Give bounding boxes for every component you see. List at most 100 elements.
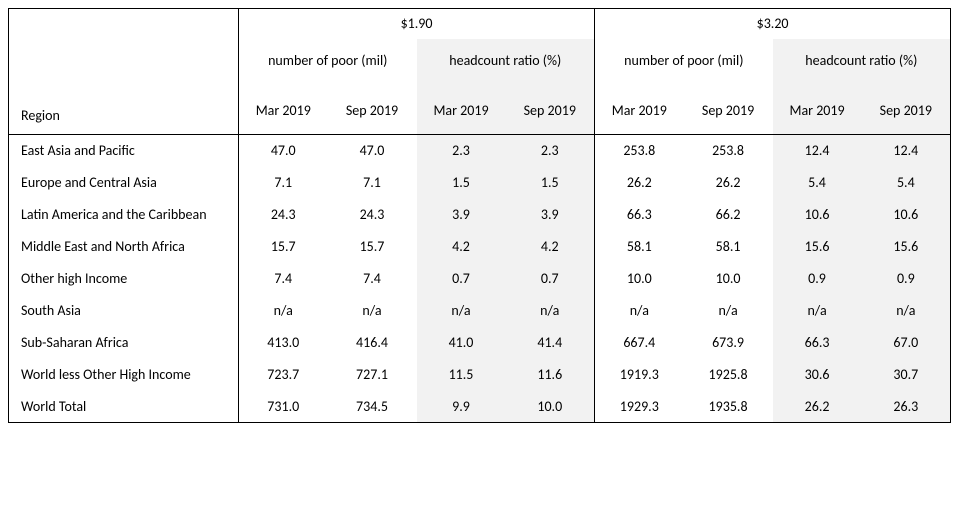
region-cell: World less Other High Income — [9, 359, 239, 391]
data-cell: 1929.3 — [595, 391, 684, 423]
data-cell: 66.3 — [773, 327, 862, 359]
period-header: Sep 2019 — [684, 83, 773, 135]
data-cell: 4.2 — [417, 231, 506, 263]
data-cell: n/a — [684, 295, 773, 327]
data-cell: 41.0 — [417, 327, 506, 359]
table-body: East Asia and Pacific47.047.02.32.3253.8… — [9, 135, 951, 423]
data-cell: 0.7 — [417, 263, 506, 295]
data-cell: 66.2 — [684, 199, 773, 231]
data-cell: 1925.8 — [684, 359, 773, 391]
data-cell: 66.3 — [595, 199, 684, 231]
data-cell: 26.2 — [595, 167, 684, 199]
table-row: East Asia and Pacific47.047.02.32.3253.8… — [9, 135, 951, 167]
data-cell: 7.1 — [328, 167, 417, 199]
table-row: Europe and Central Asia7.17.11.51.526.22… — [9, 167, 951, 199]
data-cell: n/a — [328, 295, 417, 327]
data-cell: 12.4 — [862, 135, 951, 167]
data-cell: 1935.8 — [684, 391, 773, 423]
data-cell: 1.5 — [506, 167, 595, 199]
region-cell: South Asia — [9, 295, 239, 327]
table-row: Middle East and North Africa15.715.74.24… — [9, 231, 951, 263]
period-header: Mar 2019 — [239, 83, 328, 135]
data-cell: 15.6 — [773, 231, 862, 263]
data-cell: 15.6 — [862, 231, 951, 263]
data-cell: 253.8 — [684, 135, 773, 167]
data-cell: n/a — [417, 295, 506, 327]
region-cell: Sub-Saharan Africa — [9, 327, 239, 359]
data-cell: 26.2 — [773, 391, 862, 423]
region-cell: Middle East and North Africa — [9, 231, 239, 263]
table-row: South Asian/an/an/an/an/an/an/an/a — [9, 295, 951, 327]
data-cell: 0.9 — [773, 263, 862, 295]
data-cell: 413.0 — [239, 327, 328, 359]
data-cell: 3.9 — [417, 199, 506, 231]
data-cell: 9.9 — [417, 391, 506, 423]
data-cell: 1919.3 — [595, 359, 684, 391]
data-cell: 26.2 — [684, 167, 773, 199]
data-cell: 58.1 — [595, 231, 684, 263]
data-cell: 26.3 — [862, 391, 951, 423]
data-cell: 5.4 — [862, 167, 951, 199]
data-cell: n/a — [239, 295, 328, 327]
region-cell: World Total — [9, 391, 239, 423]
data-cell: 0.9 — [862, 263, 951, 295]
metric-header: headcount ratio (%) — [417, 39, 595, 83]
data-cell: 416.4 — [328, 327, 417, 359]
data-cell: 24.3 — [328, 199, 417, 231]
table-row: Other high Income7.47.40.70.710.010.00.9… — [9, 263, 951, 295]
table-row: World Total731.0734.59.910.01929.31935.8… — [9, 391, 951, 423]
data-cell: n/a — [595, 295, 684, 327]
region-column-header: Region — [9, 83, 239, 135]
data-cell: 5.4 — [773, 167, 862, 199]
table-row: Sub-Saharan Africa413.0416.441.041.4667.… — [9, 327, 951, 359]
data-cell: 15.7 — [239, 231, 328, 263]
data-cell: 10.0 — [506, 391, 595, 423]
data-cell: 7.4 — [239, 263, 328, 295]
data-cell: 731.0 — [239, 391, 328, 423]
metric-header: number of poor (mil) — [239, 39, 417, 83]
data-cell: 30.6 — [773, 359, 862, 391]
region-cell: Latin America and the Caribbean — [9, 199, 239, 231]
period-header: Mar 2019 — [595, 83, 684, 135]
data-cell: 11.5 — [417, 359, 506, 391]
data-cell: 723.7 — [239, 359, 328, 391]
data-cell: 10.0 — [684, 263, 773, 295]
data-cell: 673.9 — [684, 327, 773, 359]
region-cell: Europe and Central Asia — [9, 167, 239, 199]
poverty-line-header: $1.90 — [239, 9, 595, 39]
region-cell: Other high Income — [9, 263, 239, 295]
period-header: Mar 2019 — [773, 83, 862, 135]
data-cell: n/a — [506, 295, 595, 327]
data-cell: 47.0 — [328, 135, 417, 167]
table-row: World less Other High Income723.7727.111… — [9, 359, 951, 391]
data-cell: 7.4 — [328, 263, 417, 295]
data-cell: 10.6 — [862, 199, 951, 231]
data-cell: 58.1 — [684, 231, 773, 263]
period-header: Sep 2019 — [862, 83, 951, 135]
data-cell: 11.6 — [506, 359, 595, 391]
poverty-table: $1.90 $3.20 number of poor (mil) headcou… — [8, 8, 951, 423]
period-header: Sep 2019 — [328, 83, 417, 135]
data-cell: 667.4 — [595, 327, 684, 359]
data-cell: 41.4 — [506, 327, 595, 359]
data-cell: 0.7 — [506, 263, 595, 295]
period-header: Sep 2019 — [506, 83, 595, 135]
period-header: Mar 2019 — [417, 83, 506, 135]
data-cell: 727.1 — [328, 359, 417, 391]
data-cell: 4.2 — [506, 231, 595, 263]
data-cell: 1.5 — [417, 167, 506, 199]
data-cell: 2.3 — [417, 135, 506, 167]
data-cell: 253.8 — [595, 135, 684, 167]
data-cell: 10.6 — [773, 199, 862, 231]
data-cell: 734.5 — [328, 391, 417, 423]
data-cell: 67.0 — [862, 327, 951, 359]
metric-header: headcount ratio (%) — [773, 39, 951, 83]
data-cell: 30.7 — [862, 359, 951, 391]
data-cell: n/a — [862, 295, 951, 327]
data-cell: 15.7 — [328, 231, 417, 263]
metric-header: number of poor (mil) — [595, 39, 773, 83]
data-cell: n/a — [773, 295, 862, 327]
data-cell: 24.3 — [239, 199, 328, 231]
data-cell: 12.4 — [773, 135, 862, 167]
data-cell: 47.0 — [239, 135, 328, 167]
